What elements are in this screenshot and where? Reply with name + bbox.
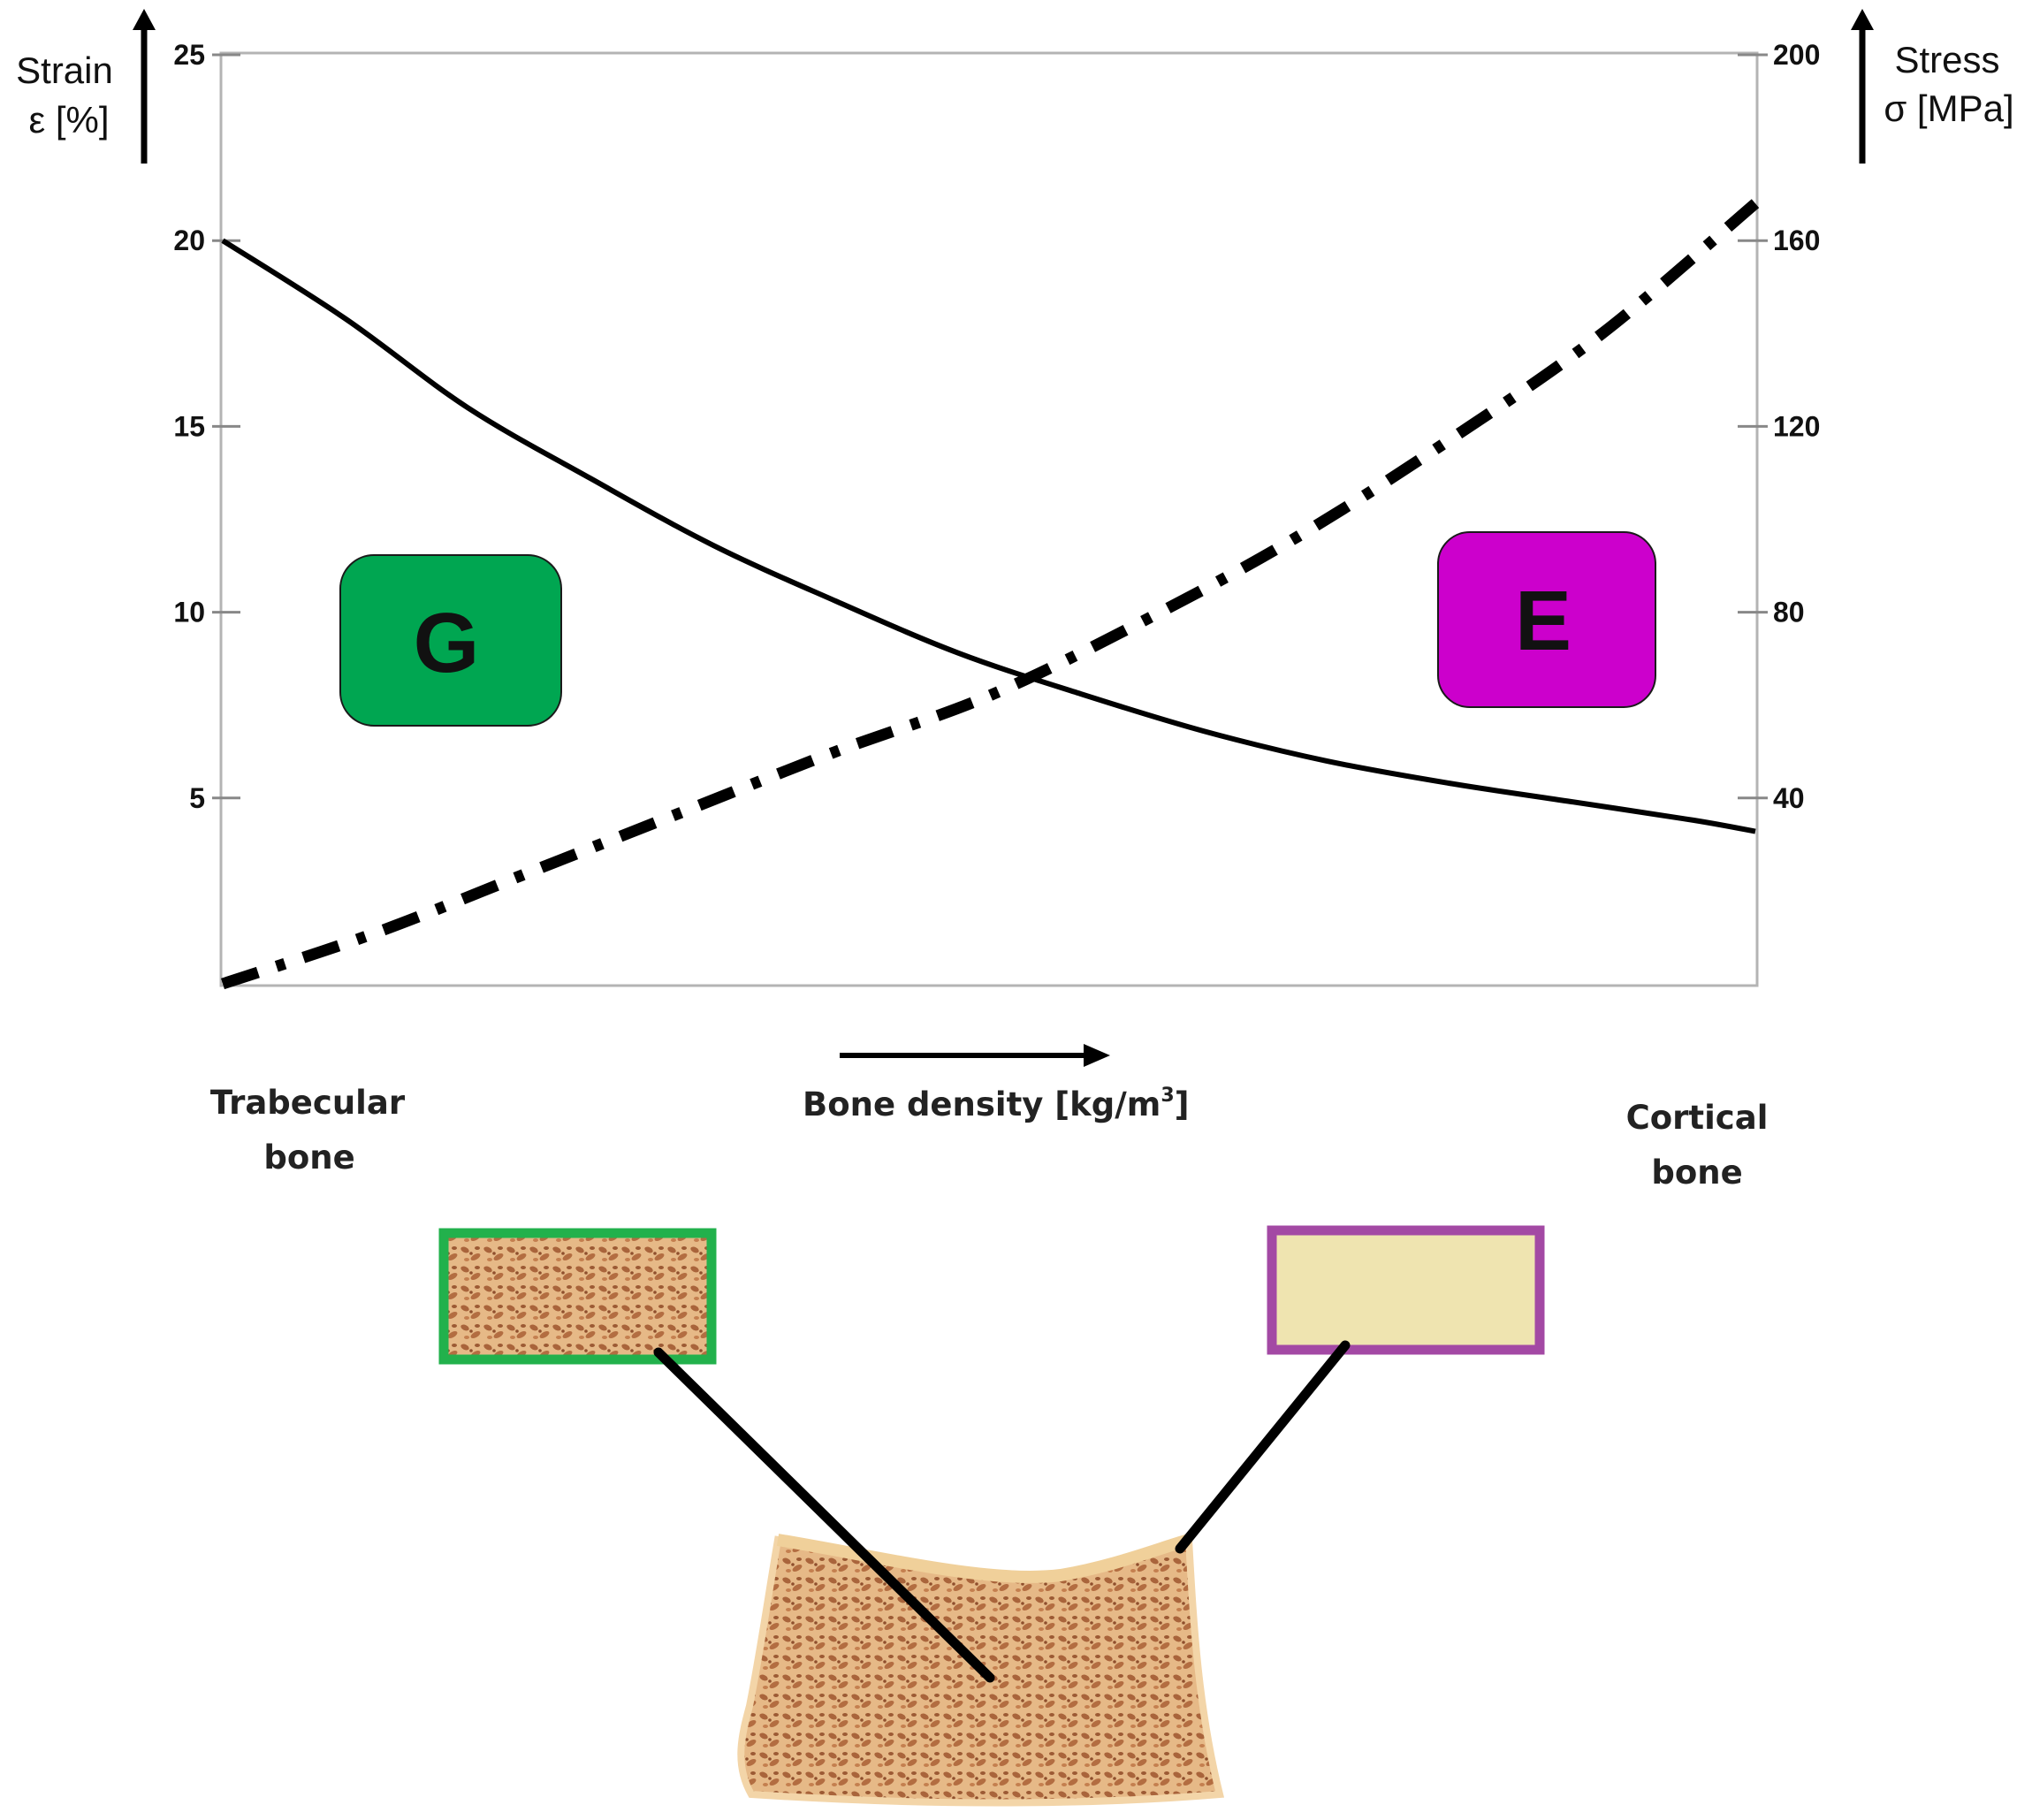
strain-curve xyxy=(221,238,1756,834)
right-axis: 40 80 120 160 200 Stress σ [MPa] xyxy=(1738,9,2014,814)
badge-e-letter: E xyxy=(1515,574,1572,668)
density-axis-title-sup: 3 xyxy=(1161,1085,1174,1107)
density-axis-title-main: Bone density [kg/m xyxy=(803,1085,1161,1123)
cortical-sample xyxy=(1267,1225,1545,1355)
stress-axis-title-line2: σ [MPa] xyxy=(1884,88,2013,129)
stress-arrow-head xyxy=(1851,9,1874,30)
left-tick-label: 15 xyxy=(173,410,205,442)
strain-arrow-head xyxy=(133,9,156,30)
density-axis-title: Bone density [kg/m3] xyxy=(803,1085,1190,1123)
left-tick-label: 25 xyxy=(173,39,205,71)
right-tick-label: 200 xyxy=(1773,39,1820,71)
badge-g: G xyxy=(339,554,562,727)
stress-curve xyxy=(220,199,1760,990)
cortical-connector xyxy=(1175,1340,1351,1554)
left-tick-label: 5 xyxy=(189,782,205,814)
density-arrow-head xyxy=(1084,1044,1110,1067)
right-tick-label: 120 xyxy=(1773,410,1820,442)
badge-e-box xyxy=(1437,531,1656,708)
right-tick-label: 40 xyxy=(1773,782,1805,814)
left-tick-label: 10 xyxy=(173,597,205,628)
trabecular-sample xyxy=(438,1228,717,1365)
density-axis-title-end: ] xyxy=(1175,1085,1190,1123)
cortical-label-line2: bone xyxy=(1651,1154,1742,1192)
badge-g-letter: G xyxy=(414,596,480,690)
strain-axis-title-line1: Strain xyxy=(16,49,113,91)
left-tick-label: 20 xyxy=(173,225,205,256)
strain-axis-title-line2: ε [%] xyxy=(28,99,109,141)
badge-e: E xyxy=(1437,531,1656,708)
trabecular-label-line1: Trabecular xyxy=(210,1084,406,1122)
series-layer xyxy=(220,199,1760,990)
trabecular-connector xyxy=(653,1347,995,1683)
left-axis: 5 10 15 20 25 Strain ε [%] xyxy=(16,9,240,814)
trabecular-label-line2: bone xyxy=(263,1138,354,1177)
right-tick-label: 80 xyxy=(1773,597,1805,628)
cortical-label-line1: Cortical xyxy=(1626,1099,1769,1137)
right-tick-label: 160 xyxy=(1773,225,1820,256)
stress-axis-title-line1: Stress xyxy=(1894,39,1999,80)
badge-g-box xyxy=(339,554,562,727)
plot-frame xyxy=(219,51,1759,987)
